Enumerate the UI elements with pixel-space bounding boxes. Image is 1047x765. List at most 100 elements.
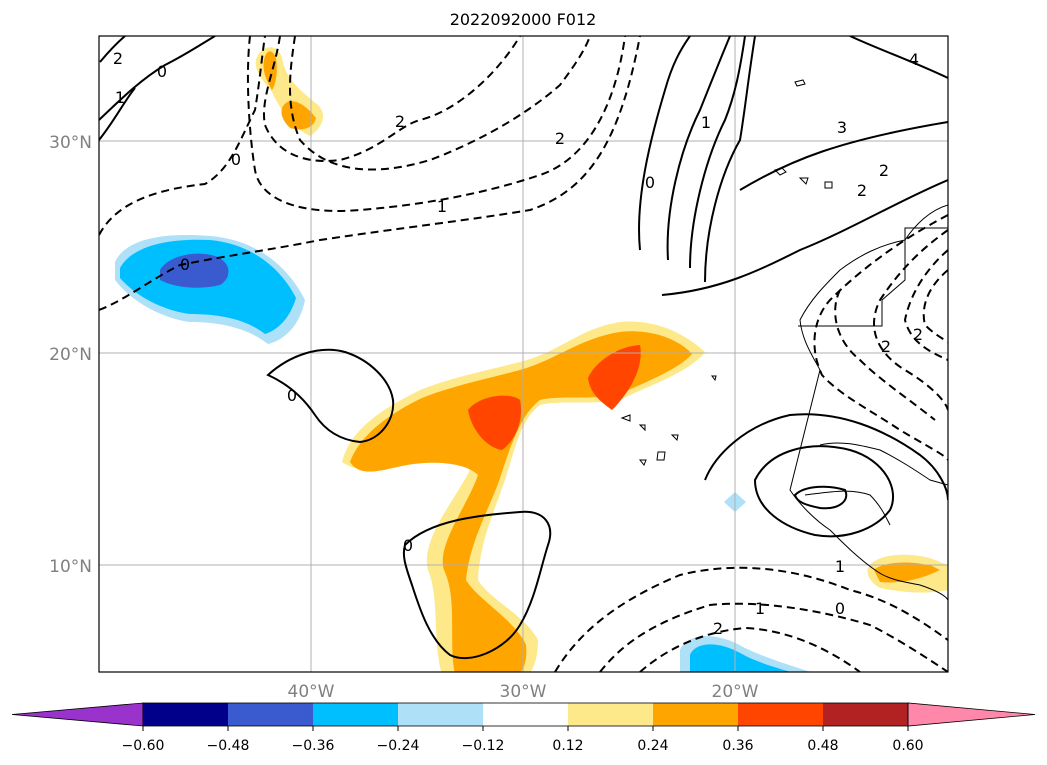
colorbar-tick-label: −0.36 bbox=[292, 738, 335, 754]
contour-3 bbox=[704, 36, 756, 283]
colorbar-bin bbox=[313, 703, 398, 726]
dashed-contours bbox=[99, 36, 948, 672]
dash-south-2 bbox=[639, 626, 861, 672]
contour-label: 2 bbox=[913, 325, 923, 344]
dash-south-1 bbox=[599, 602, 948, 672]
colorbar-tick-label: 0.60 bbox=[892, 738, 923, 754]
cape-verde-5 bbox=[670, 434, 679, 442]
colorbar-tick-label: 0.24 bbox=[637, 738, 668, 754]
contour-label: 1 bbox=[835, 557, 845, 576]
contour-0-north bbox=[638, 36, 691, 251]
colorbar-tick-label: −0.48 bbox=[207, 738, 250, 754]
contour-label: 2 bbox=[713, 619, 723, 638]
lat-label: 20°N bbox=[49, 345, 92, 365]
shade-orange-north-2 bbox=[281, 101, 316, 130]
canary-2 bbox=[798, 177, 809, 185]
cape-verde-2 bbox=[638, 424, 646, 432]
contour-label: 0 bbox=[180, 255, 190, 274]
contour-label: 0 bbox=[231, 150, 241, 169]
colorbar-bin bbox=[483, 703, 568, 726]
contour-nw-0 bbox=[99, 36, 216, 121]
contour-low-3 bbox=[793, 485, 848, 510]
contour-label: 3 bbox=[837, 118, 847, 137]
dash-east-3 bbox=[922, 269, 948, 343]
africa-border-2 bbox=[819, 442, 948, 486]
colorbar-bin bbox=[228, 703, 313, 726]
coastlines bbox=[620, 79, 948, 601]
contour-label: 0 bbox=[403, 536, 413, 555]
colorbar-bin bbox=[738, 703, 823, 726]
dash-0b bbox=[99, 36, 641, 311]
colorbar-extend-high bbox=[907, 702, 1036, 727]
dash-0 bbox=[99, 36, 266, 236]
lon-label: 30°W bbox=[500, 682, 547, 702]
contour-4 bbox=[849, 36, 948, 79]
contour-2 bbox=[689, 36, 746, 269]
contour-label: 0 bbox=[645, 173, 655, 192]
shade-dark-blue-west bbox=[160, 253, 229, 288]
dash-east-2 bbox=[903, 249, 948, 361]
colorbar-bin bbox=[398, 703, 483, 726]
colorbar-bin bbox=[143, 703, 228, 726]
shade-red-east bbox=[588, 345, 641, 410]
contour-label: 4 bbox=[909, 50, 919, 69]
colorbar-tick-label: 0.36 bbox=[722, 738, 753, 754]
contour-3b bbox=[661, 179, 948, 296]
contour-nw-1 bbox=[99, 87, 136, 141]
colorbar-bin bbox=[568, 703, 653, 726]
dash-south-0 bbox=[554, 566, 948, 672]
contour-1 bbox=[666, 36, 731, 261]
contour-low-2 bbox=[753, 445, 895, 538]
contour-label: 2 bbox=[879, 161, 889, 180]
cape-verde-4 bbox=[638, 459, 647, 466]
contour-label: 0 bbox=[157, 62, 167, 81]
solid-contours bbox=[99, 36, 948, 660]
map-frame bbox=[98, 35, 949, 673]
shade-red-center bbox=[468, 395, 522, 450]
colorbar-tick-label: 0.48 bbox=[807, 738, 838, 754]
colorbar-tick-label: −0.12 bbox=[462, 738, 505, 754]
lon-label: 20°W bbox=[712, 682, 759, 702]
contour-3c bbox=[739, 121, 948, 191]
colorbar-tick-label: −0.60 bbox=[122, 738, 165, 754]
lat-label: 30°N bbox=[49, 133, 92, 153]
contour-label: 1 bbox=[755, 599, 765, 618]
contour-label: 2 bbox=[555, 129, 565, 148]
shade-blue-south bbox=[690, 644, 791, 672]
lat-label: 10°N bbox=[49, 557, 92, 577]
shade-orange-plume bbox=[350, 331, 692, 672]
contour-labels: 2 1 0 0 2 1 0 2 1 0 0 0 1 3 4 2 2 2 2 0 … bbox=[113, 49, 923, 638]
colorbar-outline bbox=[142, 702, 909, 727]
shade-orange-north bbox=[263, 51, 277, 90]
dash-1 bbox=[246, 36, 626, 212]
contour-label: 1 bbox=[115, 88, 125, 107]
graticule bbox=[99, 36, 948, 672]
contour-label: 2 bbox=[113, 49, 123, 68]
shade-orange-east bbox=[874, 562, 940, 583]
lon-label: 40°W bbox=[288, 682, 335, 702]
contour-label: 1 bbox=[701, 113, 711, 132]
contour-label: 2 bbox=[881, 337, 891, 356]
colorbar-bin bbox=[653, 703, 738, 726]
contour-nw-2 bbox=[99, 36, 126, 63]
colorbar: −0.60 −0.48 −0.36 −0.24 −0.12 0.12 0.24 0.36 0.4… bbox=[11, 702, 1036, 754]
contour-label: 2 bbox=[395, 112, 405, 131]
colorbar-extend-low bbox=[11, 702, 144, 727]
map-title: 2022092000 F012 bbox=[450, 10, 597, 29]
africa-border-1 bbox=[798, 227, 948, 327]
dash-2-mid bbox=[289, 36, 591, 171]
canary-3 bbox=[824, 181, 833, 189]
madeira bbox=[794, 79, 806, 87]
africa-coast bbox=[789, 204, 948, 601]
contour-label: 1 bbox=[437, 197, 447, 216]
contour-label: 0 bbox=[287, 386, 297, 405]
colorbar-tick-label: −0.24 bbox=[377, 738, 420, 754]
dash-east-4 bbox=[813, 214, 948, 461]
dash-east-1 bbox=[873, 229, 948, 411]
map-area: 2 1 0 0 2 1 0 2 1 0 0 0 1 3 4 2 2 2 2 0 … bbox=[99, 36, 948, 672]
contour-label: 2 bbox=[857, 181, 867, 200]
contour-0-south bbox=[402, 510, 552, 660]
cape-verde-1 bbox=[620, 414, 631, 422]
colorbar-bin bbox=[823, 703, 908, 726]
